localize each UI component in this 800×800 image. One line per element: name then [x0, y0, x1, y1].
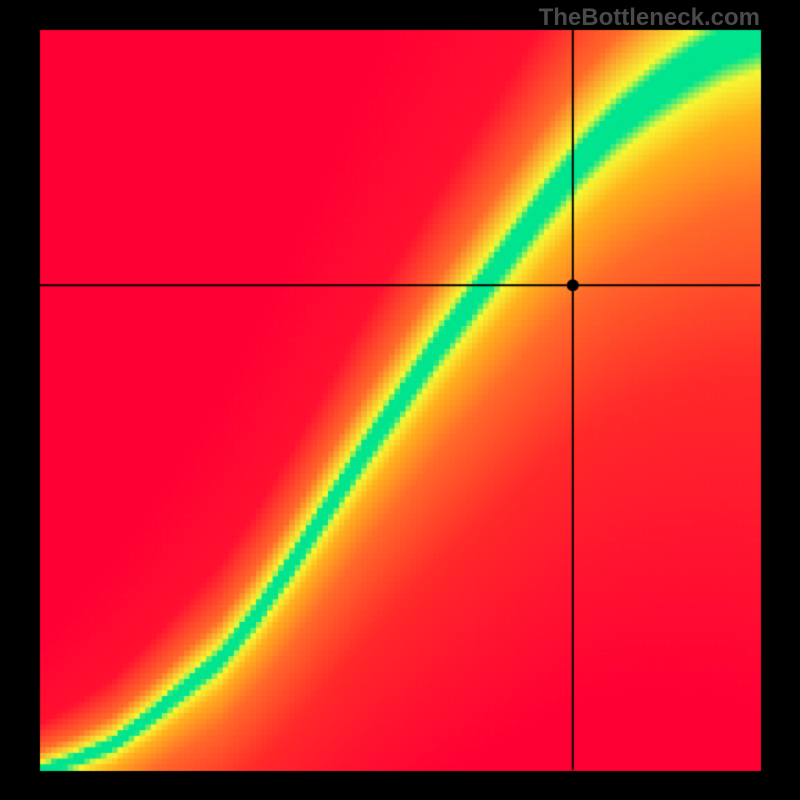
heatmap-canvas: [0, 0, 800, 800]
watermark-text: TheBottleneck.com: [539, 4, 760, 32]
chart-container: TheBottleneck.com: [0, 0, 800, 800]
